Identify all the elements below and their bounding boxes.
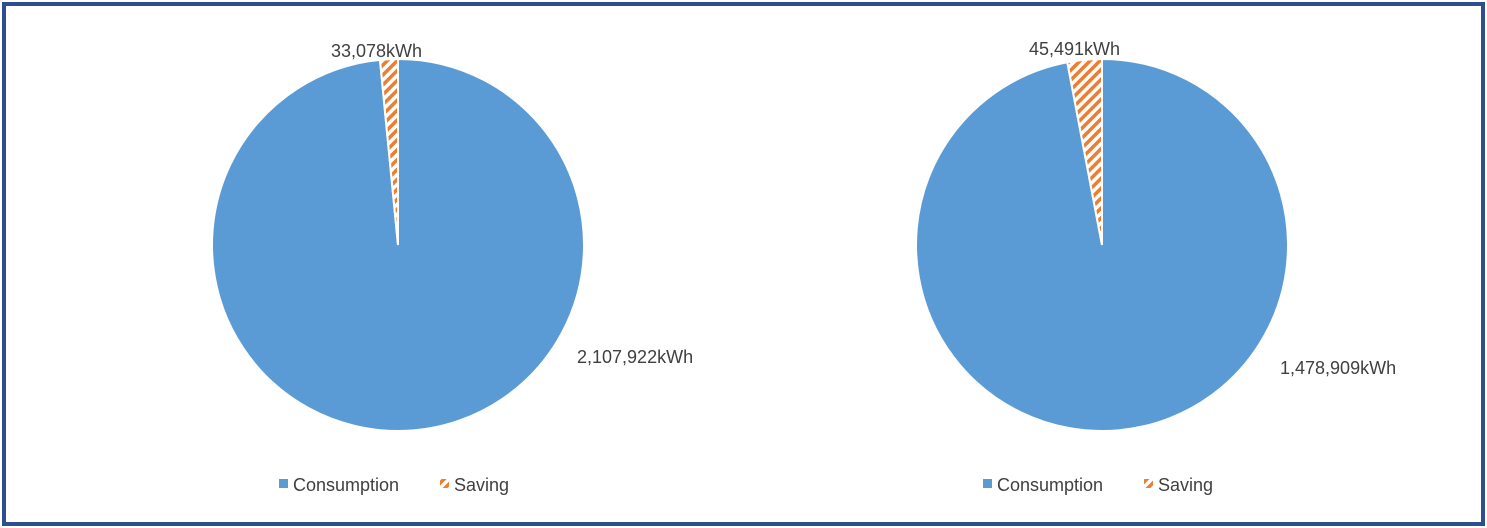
legend-2-saving-swatch — [1144, 479, 1153, 488]
pie-2-saving-slice — [1066, 57, 1103, 246]
pie-2-legend: Consumption Saving — [983, 475, 1213, 495]
legend-2-consumption-swatch — [983, 479, 992, 488]
pie-2-consumption-label: 1,478,909kWh — [1280, 358, 1396, 378]
pie-1-consumption-label: 2,107,922kWh — [577, 347, 693, 367]
pie-1-saving-label: 33,078kWh — [331, 41, 422, 61]
legend-2-consumption-label: Consumption — [997, 475, 1103, 495]
pie-chart-1: 33,078kWh 2,107,922kWh Consumption Savin… — [211, 41, 693, 495]
pie-1-saving-slice — [378, 57, 399, 246]
pie-2-saving-label: 45,491kWh — [1029, 39, 1120, 59]
pie-chart-2: 45,491kWh 1,478,909kWh Consumption Savin… — [915, 39, 1396, 495]
pie-1-legend: Consumption Saving — [279, 475, 509, 495]
legend-1-saving-swatch — [440, 479, 449, 488]
legend-2-saving-label: Saving — [1158, 475, 1213, 495]
legend-1-consumption-swatch — [279, 479, 288, 488]
legend-1-saving-label: Saving — [454, 475, 509, 495]
legend-1-consumption-label: Consumption — [293, 475, 399, 495]
